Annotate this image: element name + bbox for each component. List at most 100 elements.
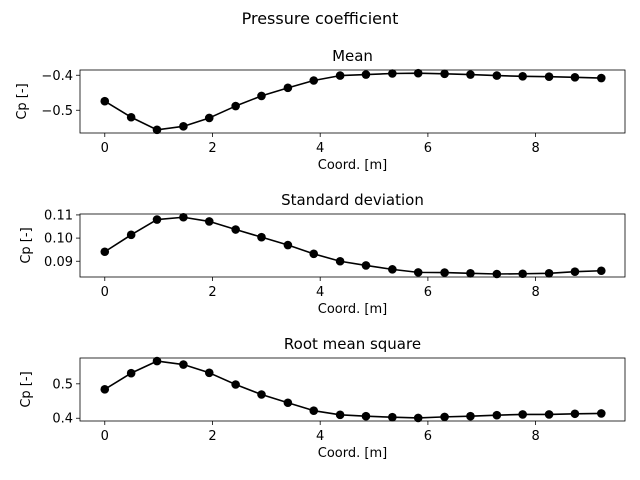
data-point: [257, 91, 266, 101]
data-point: [309, 406, 319, 415]
data-point: [257, 390, 266, 399]
data-point: [413, 413, 423, 423]
data-point: [544, 268, 554, 278]
data-point: [179, 212, 188, 222]
data-point: [361, 411, 371, 421]
y-tick-label: 0.4: [52, 412, 73, 427]
x-tick-label: 0: [101, 141, 109, 156]
data-point: [492, 410, 502, 420]
data-point: [466, 411, 475, 421]
data-point: [597, 266, 606, 276]
plot-frame: [79, 69, 626, 134]
data-point: [335, 71, 345, 80]
data-point: [570, 409, 580, 419]
data-point: [440, 412, 449, 422]
data-point: [597, 409, 606, 418]
x-tick-label: 8: [531, 285, 539, 300]
y-axis-label: Cp [-]: [19, 371, 34, 407]
data-point: [257, 232, 266, 242]
x-tick-label: 6: [424, 429, 432, 444]
x-tick-label: 0: [101, 285, 109, 300]
data-point: [544, 410, 554, 419]
data-point: [335, 256, 345, 266]
y-axis-label: Cp [-]: [15, 83, 30, 119]
x-tick-label: 2: [208, 285, 216, 300]
subplot-3: Root mean square 0 2 4 6 8 0.4 0.5 Coord. [m] Cp …: [19, 335, 626, 461]
x-tick-label: 8: [531, 141, 539, 156]
data-point: [518, 410, 527, 419]
data-point: [492, 71, 502, 80]
data-point: [204, 113, 214, 123]
data-point: [100, 247, 110, 257]
subplot-2: Standard deviation 0 2 4 6 8 0.09 0.10 0.11 Coord…: [19, 191, 626, 317]
x-axis-label: Coord. [m]: [318, 302, 387, 317]
data-point: [388, 69, 397, 78]
y-tick-label: −0.4: [41, 69, 73, 84]
x-tick-label: 2: [208, 141, 216, 156]
y-tick-label: −0.5: [41, 104, 73, 119]
data-point: [204, 217, 214, 226]
subplot-title: Mean: [332, 47, 373, 65]
y-tick-label: 0.11: [44, 208, 73, 223]
data-point: [204, 368, 214, 378]
series-line: [104, 72, 602, 131]
data-point: [440, 268, 449, 277]
data-point: [231, 380, 240, 389]
data-point: [309, 249, 319, 259]
data-point: [413, 68, 423, 78]
x-axis-label: Coord. [m]: [318, 446, 387, 461]
data-point: [231, 101, 240, 111]
data-point: [388, 412, 397, 422]
data-point: [179, 122, 188, 131]
x-axis-label: Coord. [m]: [318, 158, 387, 173]
data-point: [283, 398, 293, 408]
data-point: [126, 368, 136, 378]
data-point: [231, 225, 240, 234]
data-point: [413, 268, 423, 277]
y-tick-label: 0.5: [52, 377, 73, 392]
data-point: [466, 268, 475, 278]
x-tick-label: 4: [316, 429, 324, 444]
data-point: [544, 72, 554, 81]
figure-title: Pressure coefficient: [242, 9, 399, 28]
data-point: [152, 356, 162, 366]
data-point: [518, 269, 527, 279]
data-point: [283, 240, 293, 250]
x-tick-label: 0: [101, 429, 109, 444]
subplot-1: Mean 0 2 4 6 8 −0.5 −0.4 Coord. [m] Cp [-]: [15, 47, 626, 173]
data-point: [570, 73, 580, 82]
x-tick-label: 2: [208, 429, 216, 444]
data-point: [335, 410, 345, 420]
x-tick-label: 6: [424, 285, 432, 300]
data-point: [570, 267, 580, 276]
x-tick-label: 4: [316, 141, 324, 156]
data-point: [126, 230, 136, 240]
data-point: [466, 70, 475, 79]
x-tick-label: 8: [531, 429, 539, 444]
data-point: [361, 70, 371, 79]
subplot-title: Root mean square: [284, 335, 421, 353]
data-point: [126, 112, 136, 122]
data-point: [100, 385, 110, 394]
data-point: [283, 83, 293, 93]
data-point: [152, 215, 162, 224]
data-point: [309, 76, 319, 85]
series-line: [104, 360, 602, 419]
plot-frame: [79, 357, 626, 422]
subplot-title: Standard deviation: [281, 191, 424, 209]
data-point: [492, 269, 502, 279]
data-point: [100, 96, 110, 106]
x-tick-label: 4: [316, 285, 324, 300]
y-tick-label: 0.10: [44, 232, 73, 247]
data-point: [361, 261, 371, 270]
plot-frame: [79, 213, 626, 278]
data-point: [179, 360, 188, 369]
data-point: [597, 73, 606, 83]
data-point: [440, 69, 449, 79]
data-point: [388, 265, 397, 274]
y-axis-label: Cp [-]: [19, 227, 34, 263]
x-tick-label: 6: [424, 141, 432, 156]
subplots: Mean 0 2 4 6 8 −0.5 −0.4 Coord. [m] Cp [-] Standar…: [15, 47, 626, 461]
